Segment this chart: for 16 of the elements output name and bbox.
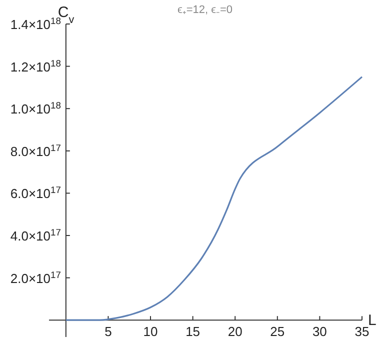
x-tick-label: 35 <box>354 324 370 340</box>
x-tick-label: 25 <box>270 324 285 340</box>
x-tick-label: 5 <box>104 324 112 340</box>
x-tick-label: 30 <box>312 324 327 340</box>
y-tick-label: 6.0×10$^{17}$ <box>10 185 61 202</box>
y-tick-label: 2.0×10$^{17}$ <box>10 270 61 286</box>
y-tick-label: 1.0×10$^{18}$ <box>10 100 61 117</box>
y-tick-label: 1.4×10$^{18}$ <box>10 16 61 32</box>
x-axis-title: L <box>368 312 376 330</box>
x-tick-label: 20 <box>228 324 242 340</box>
x-tick-label: 10 <box>143 324 158 340</box>
y-tick-label: 8.0×10$^{17}$ <box>10 142 61 159</box>
y-tick-label: 1.2×10$^{18}$ <box>10 58 61 74</box>
y-tick-label: 4.0×10$^{17}$ <box>10 227 61 244</box>
chart-title: ϵ₊=12, ϵ₋=0 <box>177 4 233 16</box>
x-tick-label: 15 <box>186 324 200 340</box>
